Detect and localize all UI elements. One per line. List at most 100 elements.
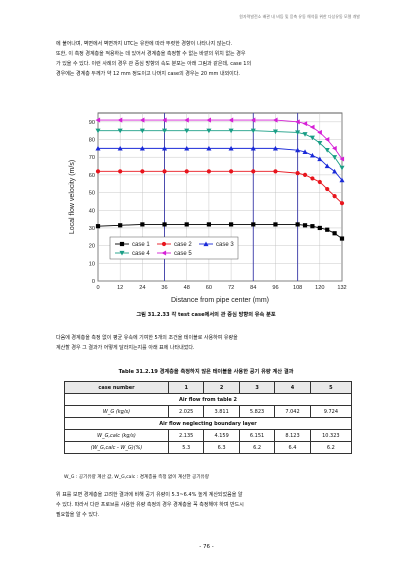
table-header-cell: 4 [274, 381, 311, 394]
velocity-profile-chart: 0 12 24 36 48 60 72 84 96 108 120 132 0 10 20 30 40 50 60 7… [69, 112, 347, 304]
data-point-case-5 [117, 117, 123, 123]
x-tick-label: 12 [117, 285, 123, 291]
data-point-case-1 [302, 223, 308, 228]
x-tick-label: 108 [293, 285, 302, 291]
running-header: 원자력발전소 배관 내 비등 및 응축 유동 해석을 위한 다상유동 모델 개발 [239, 14, 360, 19]
data-point-case-4 [117, 128, 123, 134]
table-cell: 4.159 [203, 429, 240, 442]
data-point-case-2 [332, 194, 337, 199]
data-point-case-3 [332, 168, 338, 174]
data-point-case-5 [302, 121, 308, 127]
table-header-cell: 2 [203, 381, 240, 394]
legend-marker-case-4 [119, 250, 125, 256]
table-row: W_G (kg/s) 2.025 3.811 5.823 7.042 9.724 [64, 405, 353, 418]
paragraph-3-line: 수 있다. 따라서 다관 프로브를 사용한 유량 측정의 경우 경계층을 꼭 측… [56, 502, 244, 508]
table-header-cell: case number [64, 381, 169, 394]
paragraph-1: 에 불어나며, 벽면에서 벽면까지 UTC는 유한에 따라 뚜렷한 경향이 나타… [56, 39, 356, 79]
table-header-cell: 5 [309, 381, 353, 394]
data-point-case-1 [317, 225, 322, 231]
legend-marker-case-5 [161, 250, 167, 256]
paragraph-3: 위 표를 보면 경계층을 고려한 결과에 비해 공기 유량이 5.3~6.4% … [56, 490, 356, 520]
data-point-case-1 [228, 222, 234, 227]
data-point-case-4 [184, 128, 190, 134]
data-point-case-2 [228, 169, 234, 174]
series-line-case-1 [97, 223, 343, 239]
table-cell: 5.3 [167, 441, 205, 454]
table-cell: 6.3 [203, 441, 240, 454]
x-tick-label: 96 [272, 285, 278, 291]
data-point-case-3 [317, 156, 323, 162]
table-header-cell: 1 [167, 381, 205, 394]
data-point-case-5 [139, 117, 145, 123]
y-axis-label: Local flow velocity (m/s) [69, 160, 76, 234]
table-cell: 6.2 [309, 441, 353, 454]
data-point-case-4 [324, 148, 330, 153]
table-section-title: Air flow from table 2 [64, 393, 352, 406]
y-tick-label: 40 [89, 208, 95, 214]
paragraph-1-line: 가 있을 수 있다. 이런 사례의 경우 관 중심 방향의 속도 분포는 아래 … [56, 61, 252, 67]
data-point-case-5 [272, 117, 278, 123]
data-point-case-4 [272, 129, 278, 135]
data-point-case-1 [118, 223, 123, 228]
table-row-label: (W_G,calc - W_G)(%) [64, 441, 169, 454]
table-row-label: W_G (kg/s) [64, 405, 169, 418]
y-tick-label: 0 [92, 279, 95, 285]
data-point-case-2 [95, 169, 101, 174]
data-point-case-5 [339, 156, 345, 162]
series-line-case-4 [98, 130, 343, 169]
data-point-case-5 [332, 145, 337, 151]
y-tick-label: 30 [89, 226, 95, 232]
data-point-case-1 [206, 222, 212, 227]
data-point-case-5 [317, 129, 322, 135]
data-point-case-2 [325, 186, 330, 192]
y-tick-label: 90 [89, 120, 95, 126]
data-point-case-1 [140, 222, 145, 227]
data-point-case-1 [251, 222, 256, 227]
x-tick-label: 0 [96, 285, 99, 291]
table-cell: 2.135 [167, 429, 205, 442]
table-row: (W_G,calc - W_G)(%) 5.3 6.3 6.2 6.4 6.2 [64, 441, 353, 454]
x-axis-label: Distance from pipe center (mm) [171, 297, 269, 304]
series-line-case-5 [98, 119, 343, 160]
x-tick-label: 84 [250, 285, 256, 291]
table-header-cell: 3 [238, 381, 276, 394]
paragraph-2-line: 다음에 경계층을 측정 없이 평균 유속에 기여한 5개의 조건을 테이블로 사… [56, 335, 238, 341]
data-point-case-2 [251, 169, 256, 174]
legend-label-case-3: case 3 [216, 242, 234, 248]
data-point-case-5 [228, 117, 234, 123]
data-point-case-4 [302, 132, 308, 137]
table-section-row: Air flow neglecting boundary layer [64, 417, 352, 430]
y-tick-label: 60 [89, 173, 95, 179]
data-point-case-1 [339, 236, 345, 241]
data-point-case-2 [317, 179, 322, 185]
legend-label-case-5: case 5 [174, 251, 192, 257]
data-point-case-4 [309, 135, 315, 141]
data-point-case-1 [332, 231, 337, 236]
paragraph-1-line: 에 불어나며, 벽면에서 벽면까지 UTC는 유한에 따라 뚜렷한 경향이 나타… [56, 41, 233, 47]
data-point-case-4 [332, 155, 338, 160]
x-tick-label: 132 [337, 285, 346, 291]
data-point-case-1 [184, 222, 189, 227]
legend-marker-case-1 [119, 241, 125, 247]
data-point-case-1 [295, 222, 300, 227]
figure-caption: 그림 31.2.33 각 test case에서의 관 중심 방향의 유속 분포 [136, 312, 276, 318]
paragraph-1-line: 경우에는 경계층 두께가 약 12 mm 정도이고 나머지 case의 경우는 … [56, 71, 240, 77]
y-tick-label: 70 [89, 155, 95, 161]
data-point-case-2 [206, 169, 212, 174]
data-point-case-2 [273, 169, 278, 174]
table-row-label: W_G,calc (kg/s) [64, 429, 169, 442]
data-point-case-2 [310, 176, 315, 181]
series-line-case-2 [98, 170, 343, 204]
data-point-case-5 [184, 117, 189, 123]
data-point-case-4 [250, 128, 256, 134]
y-tick-label: 80 [89, 138, 95, 144]
data-point-case-3 [117, 145, 123, 151]
data-point-case-2 [302, 172, 308, 177]
table-cell: 5.823 [238, 405, 276, 418]
data-point-case-3 [272, 145, 278, 151]
legend-label-case-2: case 2 [174, 242, 192, 248]
table-note: W_G : 공기유량 계산 값, W_G,calc : 경계층을 측정 없이 계… [64, 475, 209, 480]
data-point-case-1 [162, 222, 167, 227]
x-tick-label: 48 [184, 285, 190, 291]
data-point-case-1 [325, 227, 330, 232]
